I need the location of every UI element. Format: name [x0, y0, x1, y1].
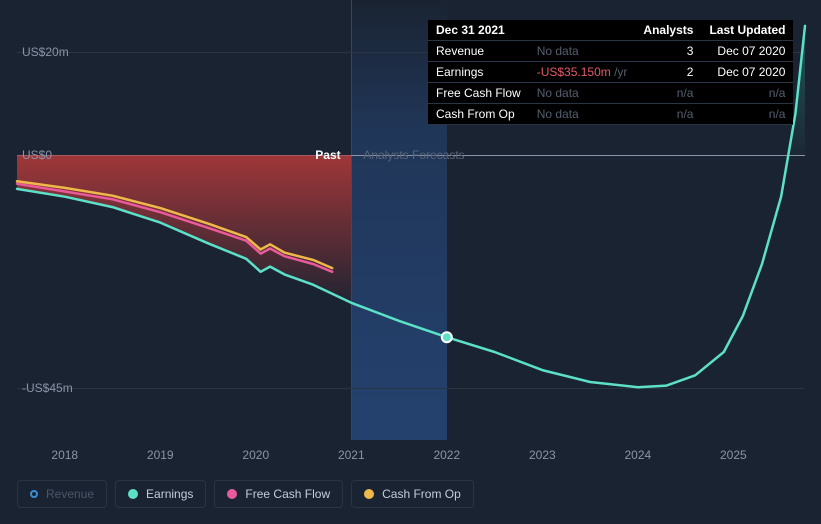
legend-item-free-cash-flow[interactable]: Free Cash Flow — [214, 480, 343, 508]
legend-swatch — [30, 490, 38, 498]
tooltip-col-analysts: Analysts — [635, 20, 701, 41]
y-axis-label: US$20m — [22, 45, 69, 59]
legend-swatch — [227, 489, 237, 499]
tooltip-row: Earnings-US$35.150m /yr2Dec 07 2020 — [428, 62, 793, 83]
tooltip-updated: Dec 07 2020 — [701, 62, 793, 83]
tooltip-metric: Cash From Op — [428, 104, 529, 125]
x-axis-label: 2021 — [338, 448, 365, 462]
legend-item-earnings[interactable]: Earnings — [115, 480, 206, 508]
x-axis-label: 2022 — [433, 448, 460, 462]
tooltip-value: -US$35.150m /yr — [529, 62, 636, 83]
tooltip-date: Dec 31 2021 — [428, 20, 635, 41]
tooltip-row: Cash From OpNo datan/an/a — [428, 104, 793, 125]
x-axis-label: 2025 — [720, 448, 747, 462]
y-axis-label: -US$45m — [22, 381, 73, 395]
x-axis-label: 2019 — [147, 448, 174, 462]
tooltip-metric: Free Cash Flow — [428, 83, 529, 104]
legend-item-revenue[interactable]: Revenue — [17, 480, 107, 508]
y-axis-label: US$0 — [22, 148, 52, 162]
tooltip-row: RevenueNo data3Dec 07 2020 — [428, 41, 793, 62]
x-axis-label: 2024 — [624, 448, 651, 462]
legend-item-cash-from-op[interactable]: Cash From Op — [351, 480, 474, 508]
analysts-forecasts-label: Analysts Forecasts — [363, 148, 464, 162]
tooltip-analysts: 3 — [635, 41, 701, 62]
legend-label: Revenue — [46, 487, 94, 501]
x-axis-label: 2023 — [529, 448, 556, 462]
data-tooltip: Dec 31 2021AnalystsLast UpdatedRevenueNo… — [428, 20, 793, 125]
tooltip-row: Free Cash FlowNo datan/an/a — [428, 83, 793, 104]
x-axis-label: 2018 — [51, 448, 78, 462]
legend-swatch — [128, 489, 138, 499]
legend-label: Free Cash Flow — [245, 487, 330, 501]
x-axis-label: 2020 — [242, 448, 269, 462]
tooltip-value: No data — [529, 41, 636, 62]
tooltip-updated: Dec 07 2020 — [701, 41, 793, 62]
tooltip-updated: n/a — [701, 83, 793, 104]
tooltip-metric: Earnings — [428, 62, 529, 83]
past-label: Past — [315, 148, 340, 162]
legend-swatch — [364, 489, 374, 499]
legend-label: Earnings — [146, 487, 193, 501]
tooltip-metric: Revenue — [428, 41, 529, 62]
legend-label: Cash From Op — [382, 487, 461, 501]
tooltip-value: No data — [529, 104, 636, 125]
tooltip-analysts: 2 — [635, 62, 701, 83]
tooltip-col-updated: Last Updated — [701, 20, 793, 41]
earnings-marker — [442, 332, 452, 342]
tooltip-updated: n/a — [701, 104, 793, 125]
legend: Revenue Earnings Free Cash Flow Cash From O… — [17, 480, 474, 508]
tooltip-analysts: n/a — [635, 104, 701, 125]
tooltip-value: No data — [529, 83, 636, 104]
tooltip-analysts: n/a — [635, 83, 701, 104]
